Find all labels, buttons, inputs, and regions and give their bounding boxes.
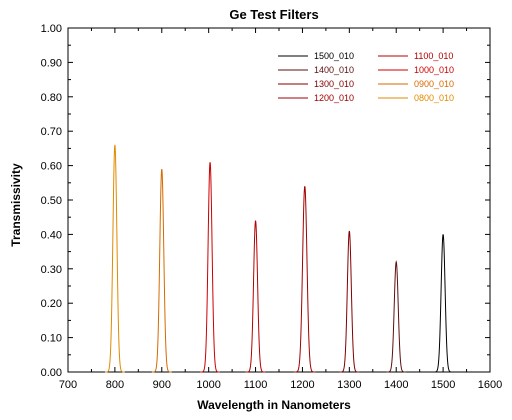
y-tick-label: 0.30: [41, 264, 62, 276]
legend-label: 1000_010: [414, 65, 454, 75]
x-axis-title: Wavelength in Nanometers: [197, 398, 351, 412]
x-tick-label: 1000: [196, 379, 220, 391]
chart-title: Ge Test Filters: [229, 7, 318, 22]
y-tick-label: 0.10: [41, 333, 62, 345]
y-axis: 0.00 0.10 0.20 0.30 0.40 0.50 0.60 0.70 0.80 0.90…: [41, 23, 490, 379]
series-line-0900_010: [151, 168, 172, 373]
x-tick-label: 900: [153, 379, 171, 391]
x-tick-label: 1600: [478, 379, 502, 391]
legend: 1500_010 1400_010 1300_010 1200_010 1100_010…: [278, 51, 454, 103]
series-layer: [104, 144, 454, 373]
x-tick-label: 1200: [290, 379, 314, 391]
legend-label: 1500_010: [314, 51, 354, 61]
y-tick-label: 0.00: [41, 367, 62, 379]
x-tick-label: 1100: [244, 379, 268, 391]
series-line-1500_010: [433, 234, 454, 373]
x-tick-label: 1400: [384, 379, 408, 391]
legend-label: 0800_010: [414, 93, 454, 103]
y-tick-label: 0.60: [41, 161, 62, 173]
legend-label: 1200_010: [314, 93, 354, 103]
series-line-0800_010: [104, 144, 125, 373]
legend-label: 1300_010: [314, 79, 354, 89]
legend-label: 1100_010: [414, 51, 453, 61]
series-line-1000_010: [200, 162, 221, 373]
x-axis: 700 800 900 1000 1100 1200 1300 1400 1500 1600: [59, 28, 502, 391]
y-tick-label: 1.00: [41, 23, 62, 35]
series-line-1100_010: [245, 220, 266, 373]
x-tick-label: 700: [59, 379, 77, 391]
y-tick-label: 0.70: [41, 126, 62, 138]
legend-label: 1400_010: [314, 65, 354, 75]
x-tick-label: 1500: [431, 379, 455, 391]
y-tick-label: 0.90: [41, 57, 62, 69]
x-tick-label: 1300: [337, 379, 361, 391]
y-tick-label: 0.80: [41, 92, 62, 104]
legend-label: 0900_010: [414, 79, 454, 89]
series-line-1300_010: [339, 230, 360, 373]
y-tick-label: 0.40: [41, 229, 62, 241]
x-tick-label: 800: [106, 379, 124, 391]
y-tick-label: 0.50: [41, 195, 62, 207]
y-tick-label: 0.20: [41, 298, 62, 310]
series-line-1400_010: [386, 260, 407, 373]
y-axis-title: Transmissivity: [9, 163, 23, 247]
series-line-1200_010: [293, 186, 316, 373]
